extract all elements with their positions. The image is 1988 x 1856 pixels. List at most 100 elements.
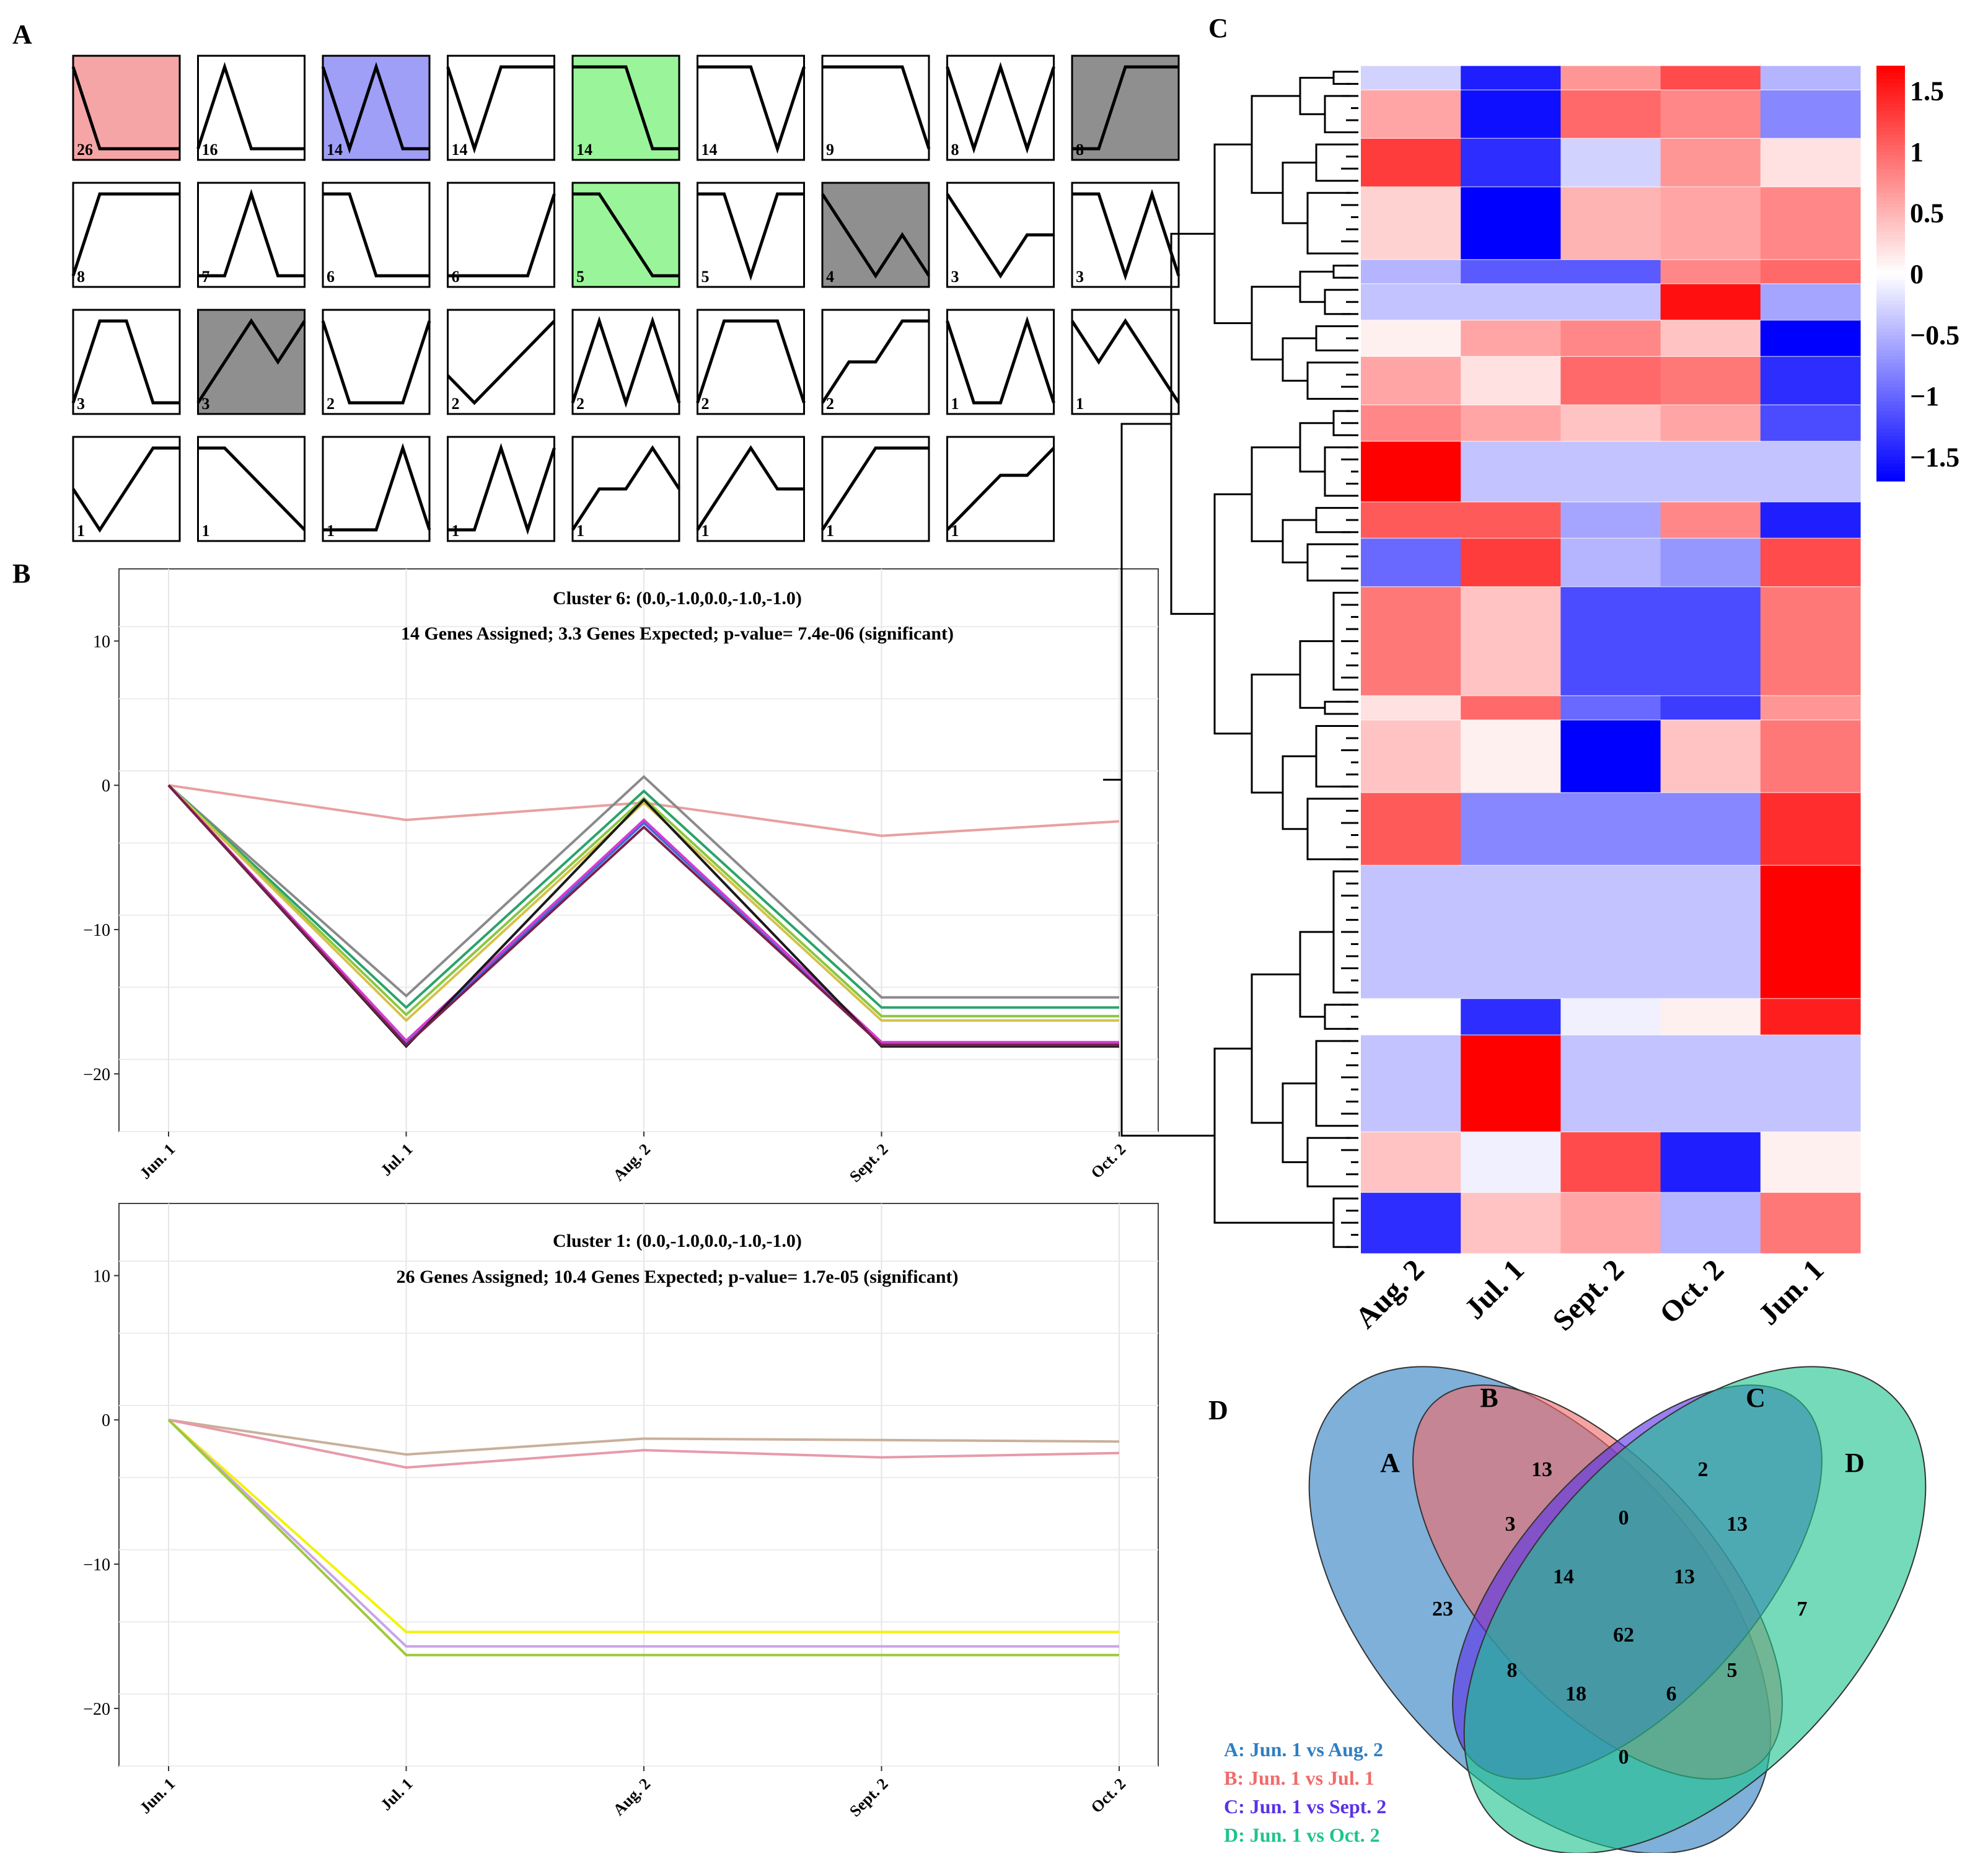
heatmap-cell [1760,998,1861,1036]
profile-box [821,182,930,288]
profile-count: 5 [702,268,710,286]
colorbar-segment [1876,342,1905,347]
profile-count: 1 [202,522,210,540]
profile-box [322,309,431,415]
heatmap-cell [1560,259,1661,284]
dendrogram [1103,71,1358,1248]
cluster1-subtitle: 26 Genes Assigned; 10.4 Genes Expected; … [396,1267,958,1287]
heatmap-cell [1660,998,1761,1036]
profile-cell: 14 [446,55,555,161]
plot-frame [118,568,1159,1132]
colorbar-segment [1876,304,1905,309]
colorbar-segment [1876,176,1905,181]
x-tick-label: Jun. 1 [136,1775,179,1818]
heatmap-cell [1760,441,1861,503]
colorbar-segment [1876,273,1905,278]
heatmap-cell [1361,66,1461,90]
profile-box [571,182,680,288]
heatmap-cell [1760,259,1861,284]
heatmap-cell [1660,187,1761,260]
profile-count: 9 [826,141,834,159]
profile-line [71,446,180,533]
heatmap-cell [1560,586,1661,697]
heatmap-cell [1760,283,1861,321]
profile-count: 1 [702,522,710,540]
heatmap-cell [1760,356,1861,405]
colorbar-segment [1876,169,1905,174]
heatmap-column-label: Sept. 2 [1546,1253,1630,1337]
colorbar-segment [1876,134,1905,139]
dendrogram-branch [1315,143,1351,182]
profile-count: 14 [452,141,468,159]
profile-cell: 4 [820,182,931,288]
heatmap-cell [1660,66,1761,90]
profile-line [447,442,556,535]
colorbar-segment [1876,124,1905,129]
colorbar-segment [1876,370,1905,374]
cluster6-subtitle: 14 Genes Assigned; 3.3 Genes Expected; p… [401,623,954,644]
colorbar-segment [1876,290,1905,295]
profile-line [196,61,305,151]
heatmap-cell [1660,138,1761,188]
colorbar-segment [1876,359,1905,364]
colorbar-segment [1876,141,1905,146]
profile-cell: 14 [321,55,431,161]
profile-box [197,436,306,542]
colorbar-segment [1876,283,1905,288]
profile-grid: 26 16 14 14 14 14 9 8 8 8 7 6 6 5 5 4 3 3 3 3 2 2 2 2 2 1 1 1 1 1 1 1 1 1… [71,55,1181,542]
venn-diagram: A B C D 23 13 2 7 3 0 13 8 5 0 14 13 18 6 62 A: Jun. 1 vs A… [1224,1366,1927,1854]
plot-frame [118,1203,1159,1767]
colorbar-segment [1876,128,1905,133]
venn-region-count: 13 [1674,1565,1695,1588]
profile-cell: 3 [196,309,306,415]
profile-line [571,445,681,531]
profile-count: 8 [951,141,959,159]
colorbar-segment [1876,473,1905,478]
profile-count: 3 [77,395,85,413]
profile-count: 2 [327,395,335,413]
heatmap-cell [1560,320,1661,357]
profile-line [71,66,180,151]
profile-line [71,192,180,276]
colorbar-segment [1876,69,1905,74]
profile-cell: 2 [820,309,930,415]
venn-region-count: 0 [1619,1506,1629,1529]
heatmap-cell [1361,1132,1461,1193]
profile-count: 8 [1076,141,1084,159]
colorbar-segment [1876,156,1905,160]
dendrogram-branch [1324,1003,1351,1030]
profile-cell: 1 [447,436,556,542]
heatmap-cell [1560,998,1661,1036]
profile-count: 1 [951,395,959,413]
heatmap-cell [1760,66,1861,90]
colorbar-segment [1876,232,1905,236]
dendrogram-branch [1315,725,1351,788]
heatmap-cell [1361,719,1461,793]
profile-line [946,61,1055,154]
dendrogram-branch [1324,446,1351,497]
profile-box [447,182,555,288]
heatmap-cell [1361,320,1461,357]
colorbar-segment [1876,446,1905,451]
colorbar-segment [1876,159,1905,164]
heatmap-cell [1361,586,1461,697]
heatmap-cell [1461,1132,1561,1193]
dendrogram-branch [1315,325,1351,351]
colorbar-segment [1876,453,1905,457]
heatmap-cell [1361,187,1461,260]
heatmap-cell [1660,586,1761,697]
colorbar-segment [1876,73,1905,77]
dendrogram-branch [1299,640,1334,709]
profile-box [447,55,555,161]
venn-region-count: 0 [1619,1746,1629,1769]
profile-box [946,55,1055,161]
profile-line [820,319,929,404]
colorbar-segment [1876,259,1905,264]
x-tick-label: Sept. 2 [846,1775,892,1821]
dendrogram-branch [1213,143,1252,324]
venn-region-count: 2 [1698,1458,1709,1481]
colorbar-segment [1876,200,1905,205]
colorbar-segment [1876,346,1905,350]
colorbar-segment [1876,377,1905,382]
x-tick-label: Sept. 2 [846,1140,892,1186]
